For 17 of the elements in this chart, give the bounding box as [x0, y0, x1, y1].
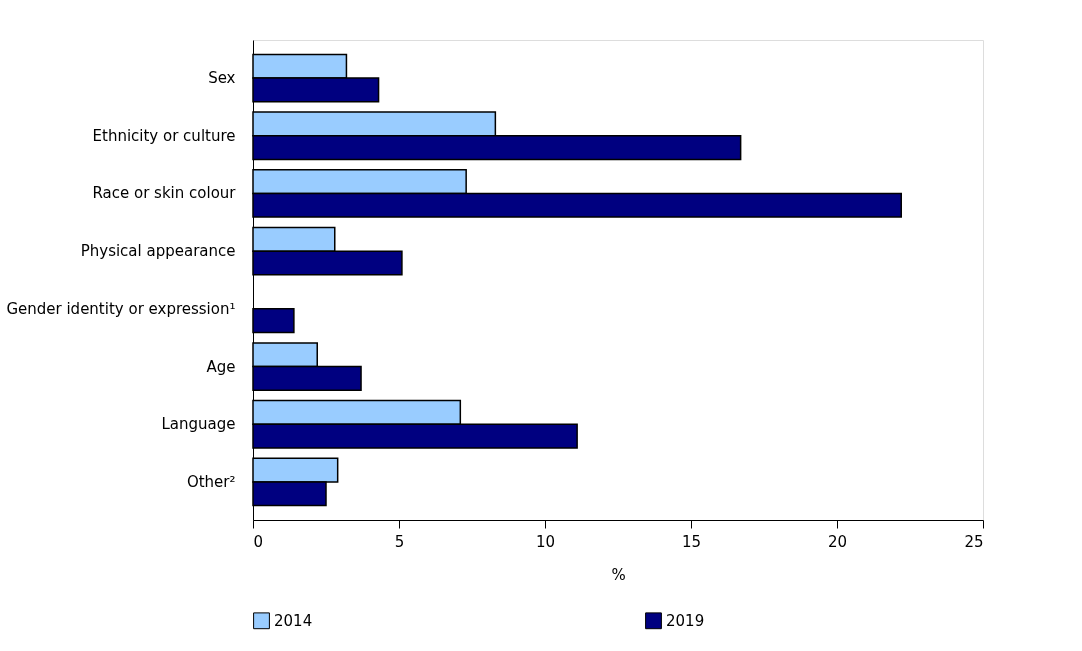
x-tick-label: 5	[394, 532, 405, 551]
x-tick-label: 25	[964, 532, 984, 551]
y-tick-label: Ethnicity or culture	[92, 126, 236, 145]
x-axis-title: %	[611, 565, 626, 584]
y-tick-label: Race or skin colour	[92, 184, 237, 203]
x-tick-label: 0	[253, 532, 264, 551]
legend-label: 2019	[666, 611, 705, 630]
y-tick-label: Other²	[186, 472, 236, 491]
x-tick-label: 15	[681, 532, 702, 551]
x-tick-label: 10	[535, 532, 556, 551]
y-tick-label: Age	[206, 357, 236, 376]
legend-label: 2014	[274, 611, 313, 630]
y-tick-label: Physical appearance	[80, 242, 236, 261]
y-tick-label: Sex	[208, 69, 236, 88]
x-tick-label: 20	[827, 532, 848, 551]
y-tick-label: Language	[161, 415, 236, 434]
y-tick-label: Gender identity or expression¹	[6, 299, 236, 318]
